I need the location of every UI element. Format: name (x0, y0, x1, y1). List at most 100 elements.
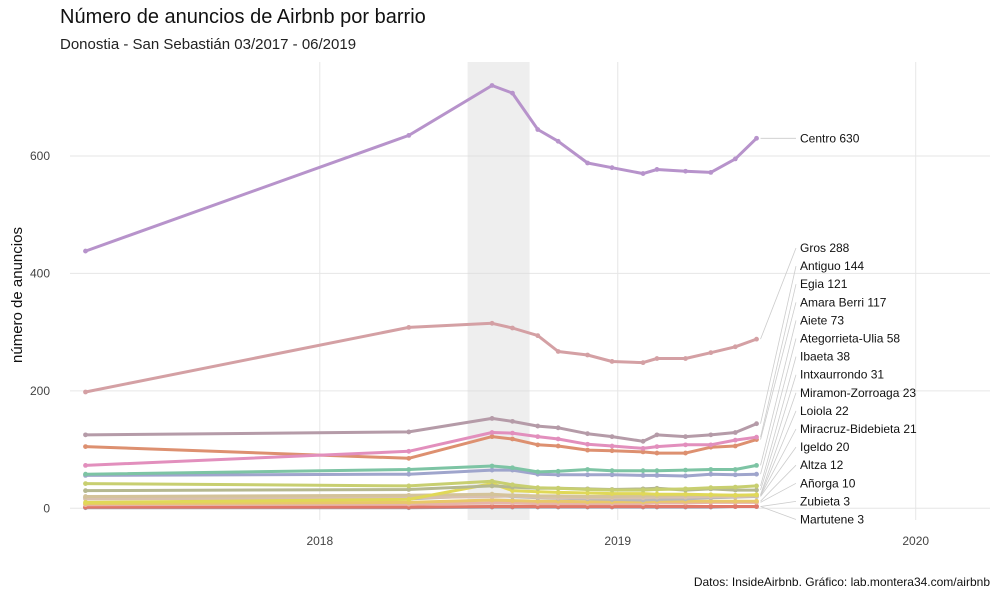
data-point (555, 493, 561, 499)
data-point (585, 494, 590, 499)
series-line (84, 416, 758, 443)
source-caption: Datos: InsideAirbnb. Gráfico: lab.monter… (693, 575, 990, 589)
data-point (640, 360, 646, 366)
series-label: Antiguo 144 (800, 259, 864, 273)
label-leader-line (760, 302, 797, 440)
data-point (732, 430, 738, 435)
data-point (585, 447, 590, 453)
series-line (84, 468, 758, 478)
data-point (732, 484, 738, 490)
data-point (83, 488, 88, 494)
data-point (640, 472, 646, 478)
data-point (585, 487, 590, 492)
x-tick-label: 2018 (306, 534, 333, 548)
label-leader-line (760, 446, 797, 497)
data-point (609, 359, 615, 364)
data-point (535, 434, 541, 440)
data-point (406, 471, 412, 477)
y-axis-label: número de anuncios (9, 227, 26, 363)
data-point (406, 429, 412, 435)
data-point (609, 468, 615, 474)
data-point (555, 485, 561, 491)
series-line (84, 479, 758, 492)
y-tick-label: 600 (30, 149, 50, 163)
data-point (489, 478, 495, 484)
y-tick-label: 0 (43, 501, 50, 515)
data-point (754, 492, 759, 498)
data-point (555, 436, 561, 442)
data-point (609, 448, 615, 454)
label-leader-line (760, 356, 797, 487)
data-point (683, 473, 688, 479)
data-point (489, 483, 495, 489)
series-layer (83, 83, 759, 511)
data-point (406, 325, 412, 330)
data-point (555, 443, 561, 449)
data-point (489, 416, 495, 421)
highlight-band (467, 62, 530, 520)
data-point (708, 350, 714, 356)
series-label: Egia 121 (800, 277, 848, 291)
data-point (754, 483, 759, 489)
label-leader-line (760, 247, 797, 340)
data-point (535, 485, 541, 491)
data-point (683, 356, 688, 361)
data-point (83, 499, 88, 505)
data-point (535, 333, 541, 339)
data-point (489, 430, 495, 435)
series-label: Miracruz-Bidebieta 21 (800, 422, 917, 436)
data-point (732, 504, 738, 509)
series-line (84, 431, 758, 467)
data-point (555, 490, 561, 495)
data-point (683, 450, 688, 456)
series-line (84, 321, 758, 394)
series-line (84, 435, 758, 460)
data-point (585, 160, 590, 166)
data-point (732, 443, 738, 449)
data-point (489, 497, 495, 503)
data-point (654, 504, 660, 509)
series-line (84, 498, 758, 506)
series-label: Loiola 22 (800, 404, 849, 418)
data-point (489, 463, 495, 469)
data-point (732, 472, 738, 478)
data-point (708, 471, 714, 477)
data-point (510, 492, 515, 498)
label-leader-line (760, 501, 797, 507)
highlight-band-layer (467, 62, 530, 520)
series-label: Gros 288 (800, 241, 850, 255)
data-point (754, 434, 759, 440)
data-point (406, 492, 412, 498)
data-point (654, 167, 660, 172)
data-point (510, 482, 515, 488)
data-point (754, 336, 759, 342)
label-leader-line (760, 482, 797, 503)
label-leader-line (760, 284, 797, 438)
data-point (585, 441, 590, 447)
series-label: Zubieta 3 (800, 494, 850, 508)
data-point (555, 468, 561, 474)
grid-lines (70, 62, 990, 520)
data-point (732, 156, 738, 162)
data-point (535, 493, 541, 499)
data-point (708, 498, 714, 504)
data-point (754, 462, 759, 468)
series-label: Intxaurrondo 31 (800, 368, 884, 382)
data-point (406, 497, 412, 502)
data-point (83, 494, 88, 499)
label-leader-line (760, 392, 797, 495)
data-point (754, 421, 759, 427)
data-point (732, 492, 738, 498)
series-labels: Centro 630 Gros 288 Antiguo 144 Egia 121 Ama… (760, 131, 917, 527)
data-point (510, 465, 515, 471)
data-point (83, 432, 88, 438)
data-point (732, 467, 738, 472)
data-point (510, 430, 515, 436)
data-point (609, 487, 615, 493)
data-point (654, 450, 660, 456)
data-point (609, 491, 615, 496)
data-point (732, 344, 738, 350)
data-point (535, 423, 541, 429)
data-point (83, 462, 88, 468)
